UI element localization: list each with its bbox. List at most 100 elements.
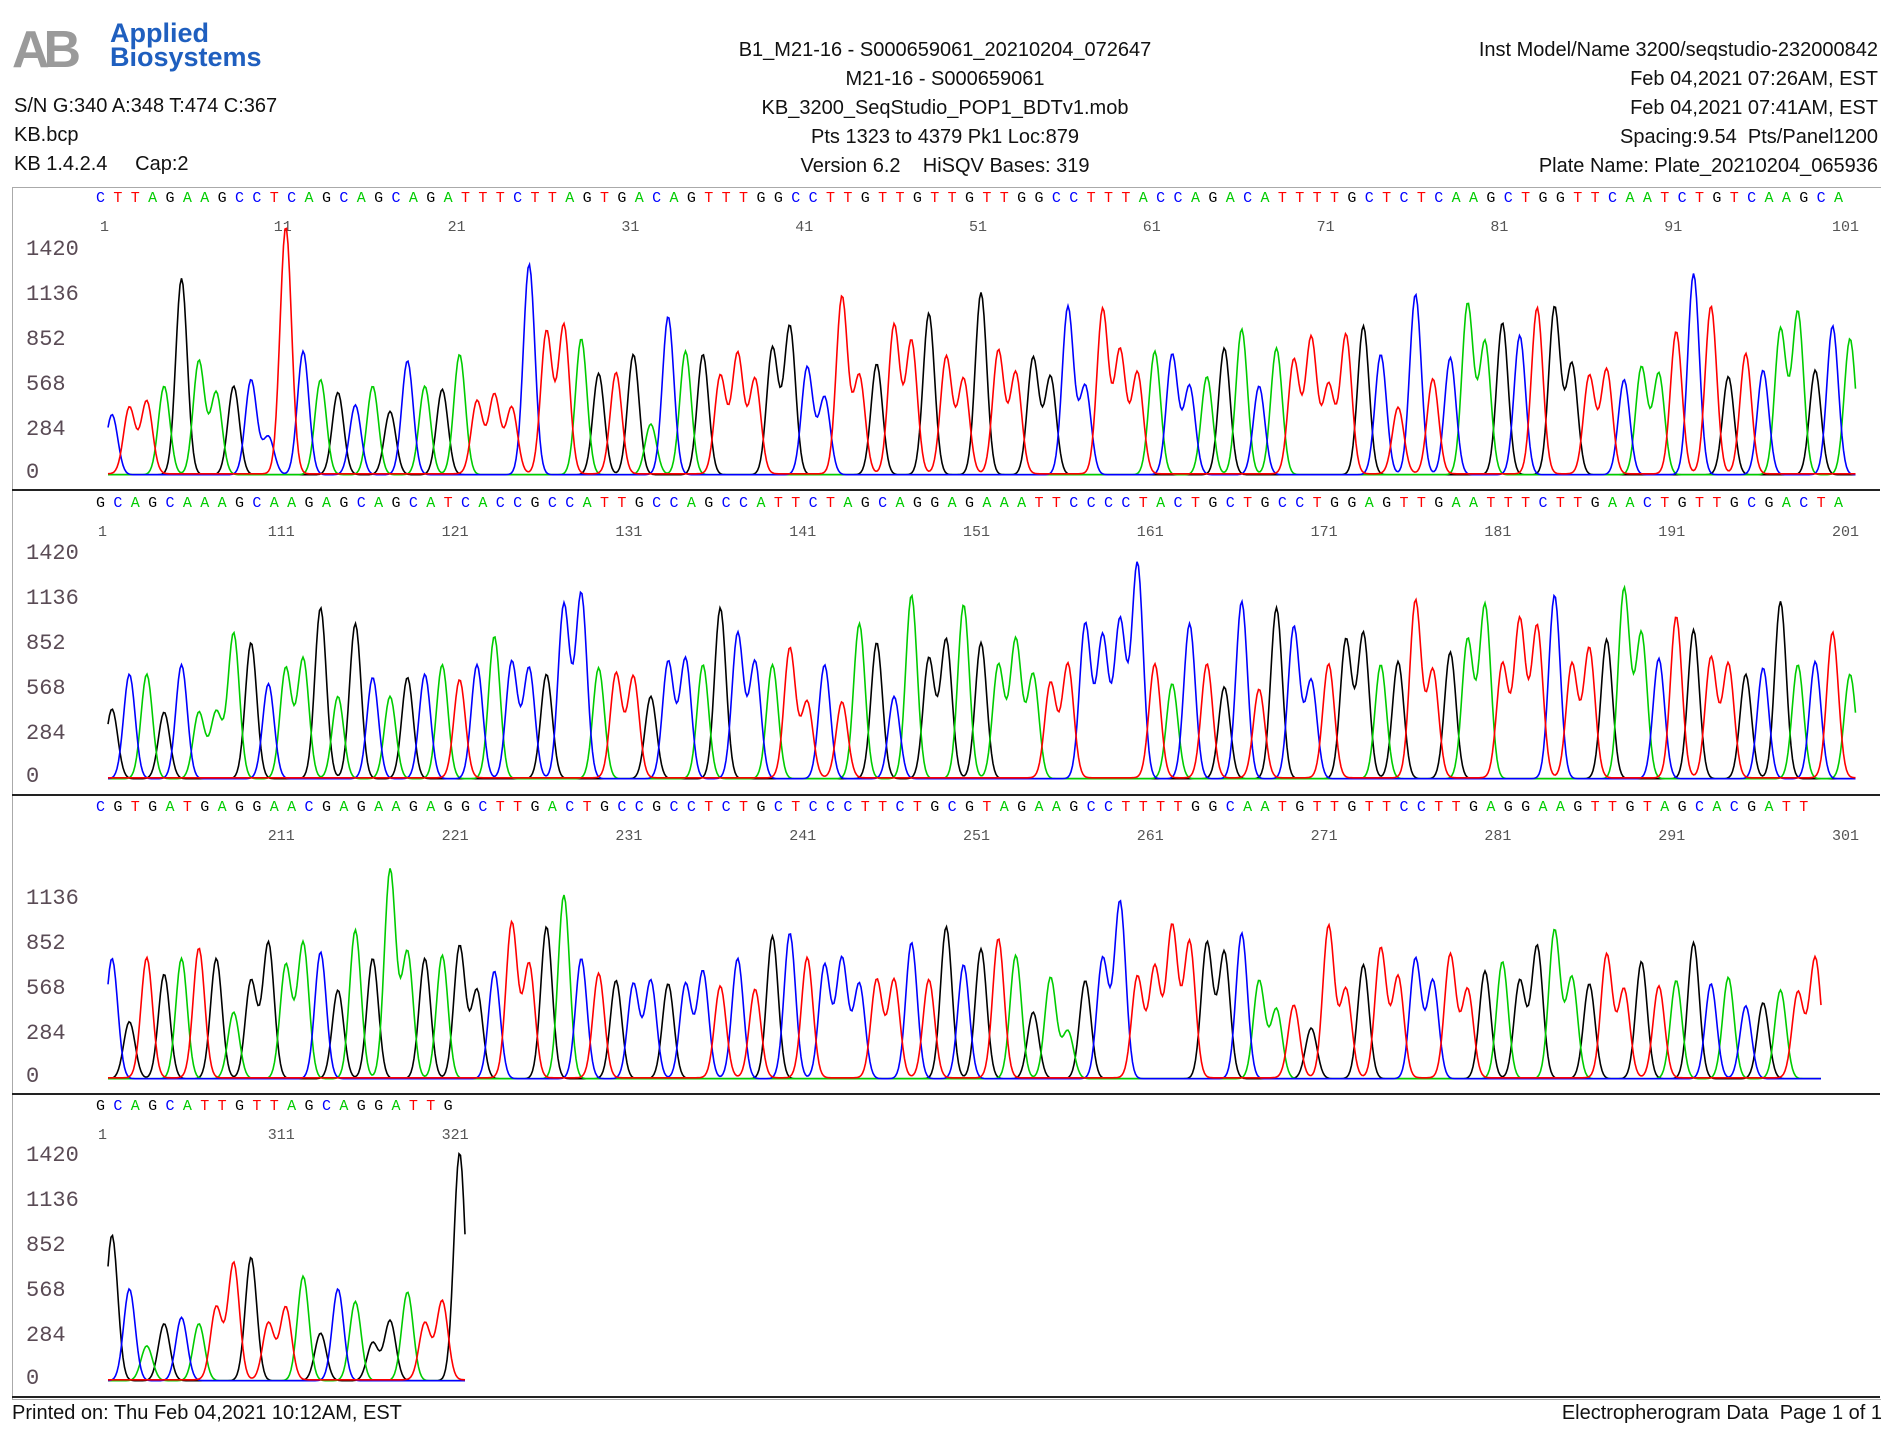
base-call: C (96, 190, 106, 207)
base-call: T (1590, 799, 1600, 816)
base-call: T (721, 190, 731, 207)
base-call: A (1260, 799, 1270, 816)
base-call: G (113, 799, 123, 816)
base-call: G (356, 1098, 366, 1115)
base-call: G (339, 495, 349, 512)
base-call: G (1434, 495, 1444, 512)
base-call: C (113, 495, 123, 512)
base-call: C (252, 495, 262, 512)
y-tick-label: 1136 (26, 886, 79, 911)
base-call: T (878, 799, 888, 816)
base-call: A (408, 190, 418, 207)
trace-T (108, 1260, 466, 1381)
base-call: A (1781, 495, 1791, 512)
base-call: C (1225, 495, 1235, 512)
base-call: G (217, 190, 227, 207)
base-call: A (999, 495, 1009, 512)
base-call: C (96, 799, 106, 816)
base-call: T (1364, 799, 1374, 816)
base-call: T (113, 190, 123, 207)
base-call: G (235, 495, 245, 512)
base-call: T (600, 190, 610, 207)
base-position-label: 181 (1484, 524, 1512, 541)
base-call: G (304, 1098, 314, 1115)
base-call: A (217, 799, 227, 816)
y-tick-label: 1420 (26, 541, 79, 566)
base-call: C (287, 190, 297, 207)
base-position-label: 251 (963, 828, 991, 845)
base-position-label: 101 (1832, 219, 1860, 236)
base-call: C (513, 190, 523, 207)
base-call: C (1277, 495, 1287, 512)
base-call: A (843, 495, 853, 512)
base-call: T (1486, 495, 1496, 512)
base-call: T (1190, 495, 1200, 512)
base-call: A (269, 495, 279, 512)
base-call: A (182, 495, 192, 512)
base-call: G (617, 190, 627, 207)
base-call: G (1347, 495, 1357, 512)
base-call: C (773, 799, 783, 816)
base-call: G (1382, 495, 1392, 512)
base-call: G (1017, 799, 1027, 816)
trace-C (107, 261, 1856, 476)
base-call: G (860, 190, 870, 207)
base-call: C (895, 799, 905, 816)
base-call: T (1521, 495, 1531, 512)
base-call: G (148, 495, 158, 512)
base-call: T (269, 190, 279, 207)
base-call: C (1399, 190, 1409, 207)
base-call: T (1781, 799, 1791, 816)
base-call: G (1764, 495, 1774, 512)
base-call: G (1260, 495, 1270, 512)
base-call: G (704, 495, 714, 512)
page-info: Electropherogram Data Page 1 of 1 (1561, 1402, 1882, 1424)
trace-T (107, 227, 1856, 475)
base-call: C (1069, 495, 1079, 512)
panel-divider (12, 489, 1880, 491)
base-position-label: 61 (1142, 219, 1161, 236)
base-call: G (1555, 190, 1565, 207)
base-call: T (1086, 190, 1096, 207)
base-call: T (1173, 799, 1183, 816)
base-call: T (1243, 495, 1253, 512)
base-call: T (530, 190, 540, 207)
base-call: G (356, 799, 366, 816)
base-position-label: 321 (441, 1127, 469, 1144)
base-call: G (773, 190, 783, 207)
base-call: C (739, 495, 749, 512)
base-call: C (808, 799, 818, 816)
base-call: T (773, 495, 783, 512)
base-call: G (965, 495, 975, 512)
base-call: G (530, 495, 540, 512)
base-call: A (1243, 799, 1253, 816)
base-call: T (1277, 799, 1287, 816)
base-call: T (982, 190, 992, 207)
base-call: T (1277, 190, 1287, 207)
sample-name: M21-16 - S000659061 (845, 68, 1045, 90)
base-call: C (1816, 190, 1826, 207)
base-call: T (1138, 799, 1148, 816)
base-call: G (1347, 799, 1357, 816)
base-call: C (1677, 190, 1687, 207)
base-position-label: 91 (1664, 219, 1683, 236)
base-call: A (1451, 190, 1461, 207)
version-hisqv: Version 6.2 HiSQV Bases: 319 (800, 155, 1090, 177)
base-call: A (165, 799, 175, 816)
base-call: A (339, 1098, 349, 1115)
base-call: T (1434, 799, 1444, 816)
base-call: T (704, 190, 714, 207)
base-call: T (478, 190, 488, 207)
y-tick-label: 284 (26, 721, 66, 746)
header-right-info: Inst Model/Name 3200/seqstudio-232000842… (1479, 36, 1878, 181)
trace-plot (107, 868, 1822, 1080)
base-call: C (669, 799, 679, 816)
base-call: T (1382, 190, 1392, 207)
base-call: C (565, 495, 575, 512)
base-call: G (582, 190, 592, 207)
base-call: A (426, 495, 436, 512)
base-call: T (426, 1098, 436, 1115)
base-call: A (1156, 495, 1166, 512)
